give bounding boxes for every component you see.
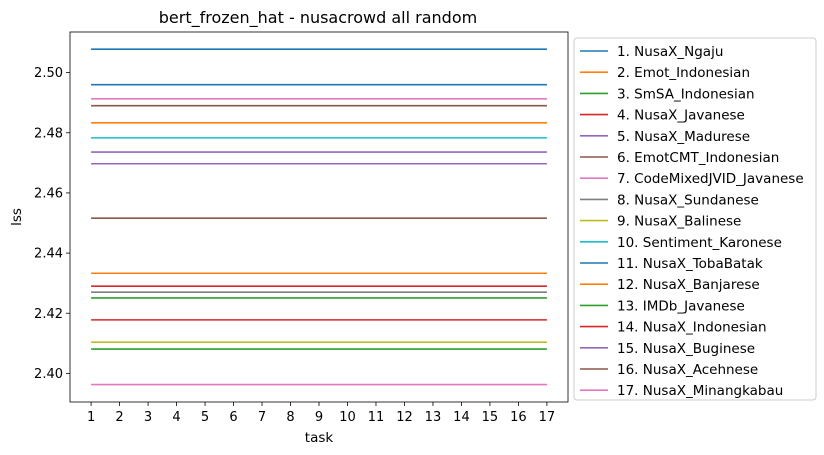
y-tick-label: 2.40 xyxy=(34,367,63,382)
x-tick-label: 16 xyxy=(510,410,527,425)
x-tick-label: 10 xyxy=(339,410,356,425)
x-tick-label: 2 xyxy=(115,410,123,425)
x-tick-label: 7 xyxy=(258,410,266,425)
legend-label: 13. IMDb_Javanese xyxy=(617,298,745,314)
legend-label: 9. NusaX_Balinese xyxy=(617,214,741,230)
x-tick-label: 3 xyxy=(144,410,152,425)
legend-items: 1. NusaX_Ngaju 2. Emot_Indonesian 3. SmSA_… xyxy=(580,44,804,399)
legend: 1. NusaX_Ngaju 2. Emot_Indonesian 3. SmSA_… xyxy=(573,37,817,401)
x-tick-label: 6 xyxy=(229,410,237,425)
legend-label: 11. NusaX_TobaBatak xyxy=(617,256,763,272)
y-tick-label: 2.44 xyxy=(34,247,63,262)
legend-label: 1. NusaX_Ngaju xyxy=(617,44,723,60)
legend-label: 8. NusaX_Sundanese xyxy=(617,192,759,208)
y-tick-label: 2.50 xyxy=(34,66,63,81)
chart-title: bert_frozen_hat - nusacrowd all random xyxy=(159,8,477,28)
plot-frame xyxy=(69,31,569,403)
x-tick-label: 15 xyxy=(482,410,499,425)
y-axis-label: lss xyxy=(9,208,25,226)
x-tick-label: 14 xyxy=(453,410,470,425)
legend-label: 12. NusaX_Banjarese xyxy=(617,277,760,293)
x-tick-label: 9 xyxy=(315,410,323,425)
y-tick-label: 2.48 xyxy=(34,126,63,141)
legend-label: 17. NusaX_Minangkabau xyxy=(617,383,783,399)
legend-frame xyxy=(573,37,817,401)
x-tick-label: 17 xyxy=(539,410,556,425)
y-axis: 2.40 2.42 2.44 2.46 2.48 2.50 xyxy=(34,66,70,382)
legend-label: 2. Emot_Indonesian xyxy=(617,65,750,81)
legend-label: 7. CodeMixedJVID_Javanese xyxy=(617,171,804,187)
y-tick-label: 2.46 xyxy=(34,186,63,201)
legend-label: 14. NusaX_Indonesian xyxy=(617,320,767,336)
legend-label: 15. NusaX_Buginese xyxy=(617,341,755,357)
x-tick-label: 13 xyxy=(425,410,442,425)
x-tick-label: 5 xyxy=(201,410,209,425)
x-tick-label: 11 xyxy=(368,410,385,425)
legend-label: 6. EmotCMT_Indonesian xyxy=(617,150,779,166)
x-tick-label: 8 xyxy=(286,410,294,425)
y-tick-label: 2.42 xyxy=(34,307,63,322)
legend-label: 3. SmSA_Indonesian xyxy=(617,86,755,102)
legend-label: 16. NusaX_Acehnese xyxy=(617,362,758,378)
x-tick-label: 4 xyxy=(172,410,180,425)
legend-label: 4. NusaX_Javanese xyxy=(617,108,745,124)
x-axis: 1 2 3 4 5 6 7 8 9 10 11 12 13 14 15 16 17 xyxy=(87,402,555,425)
x-tick-label: 1 xyxy=(87,410,95,425)
x-axis-label: task xyxy=(305,430,334,446)
legend-label: 5. NusaX_Madurese xyxy=(617,129,750,145)
plot-lines xyxy=(91,48,547,386)
legend-label: 10. Sentiment_Karonese xyxy=(617,235,782,251)
x-tick-label: 12 xyxy=(396,410,413,425)
